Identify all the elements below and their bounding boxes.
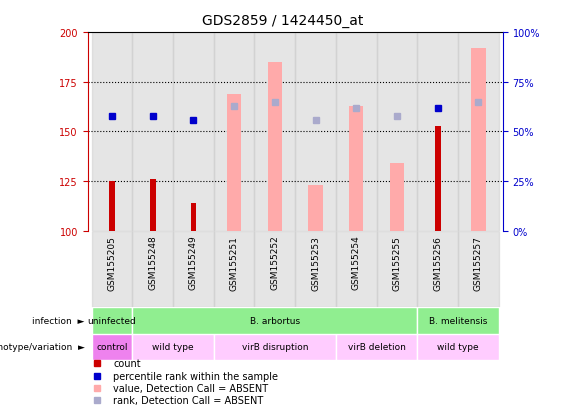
Text: control: control — [96, 343, 128, 351]
Text: GSM155251: GSM155251 — [229, 235, 238, 290]
Text: GSM155205: GSM155205 — [107, 235, 116, 290]
Text: GSM155254: GSM155254 — [352, 235, 361, 290]
Text: genotype/variation  ►: genotype/variation ► — [0, 343, 85, 351]
Text: GSM155257: GSM155257 — [474, 235, 483, 290]
Bar — [471, 49, 485, 231]
Bar — [132, 231, 173, 308]
Bar — [92, 33, 132, 231]
Bar — [173, 33, 214, 231]
Text: GSM155248: GSM155248 — [148, 235, 157, 290]
Text: GSM155253: GSM155253 — [311, 235, 320, 290]
Bar — [190, 204, 196, 231]
Bar — [150, 180, 155, 231]
Bar — [418, 231, 458, 308]
Bar — [336, 231, 377, 308]
Bar — [295, 231, 336, 308]
Text: virB deletion: virB deletion — [347, 343, 406, 351]
Bar — [418, 334, 499, 360]
Text: GSM155255: GSM155255 — [393, 235, 402, 290]
Text: count: count — [113, 358, 141, 368]
Bar — [418, 33, 458, 231]
Bar — [418, 308, 499, 334]
Bar — [390, 164, 404, 231]
Bar — [435, 126, 441, 231]
Text: wild type: wild type — [152, 343, 194, 351]
Bar — [92, 308, 132, 334]
Text: virB disruption: virB disruption — [242, 343, 308, 351]
Bar — [377, 231, 418, 308]
Bar — [214, 33, 254, 231]
Bar — [377, 33, 418, 231]
Bar — [308, 186, 323, 231]
Text: B. melitensis: B. melitensis — [429, 316, 487, 325]
Bar — [295, 33, 336, 231]
Bar — [214, 231, 254, 308]
Text: uninfected: uninfected — [88, 316, 136, 325]
Bar — [458, 33, 499, 231]
Bar — [92, 334, 132, 360]
Bar — [227, 95, 241, 231]
Text: value, Detection Call = ABSENT: value, Detection Call = ABSENT — [113, 383, 268, 393]
Text: rank, Detection Call = ABSENT: rank, Detection Call = ABSENT — [113, 395, 263, 405]
Bar — [132, 33, 173, 231]
Bar — [336, 33, 377, 231]
Text: GDS2859 / 1424450_at: GDS2859 / 1424450_at — [202, 14, 363, 28]
Bar — [173, 231, 214, 308]
Bar — [109, 182, 115, 231]
Bar — [458, 231, 499, 308]
Text: B. arbortus: B. arbortus — [250, 316, 300, 325]
Bar — [132, 308, 418, 334]
Text: GSM155252: GSM155252 — [271, 235, 279, 290]
Bar — [268, 63, 282, 231]
Bar — [336, 334, 418, 360]
Text: wild type: wild type — [437, 343, 479, 351]
Bar — [132, 334, 214, 360]
Text: GSM155249: GSM155249 — [189, 235, 198, 290]
Bar — [92, 231, 132, 308]
Text: percentile rank within the sample: percentile rank within the sample — [113, 371, 278, 381]
Bar — [254, 231, 295, 308]
Text: GSM155256: GSM155256 — [433, 235, 442, 290]
Bar — [254, 33, 295, 231]
Bar — [349, 107, 363, 231]
Text: infection  ►: infection ► — [32, 316, 85, 325]
Bar — [214, 334, 336, 360]
